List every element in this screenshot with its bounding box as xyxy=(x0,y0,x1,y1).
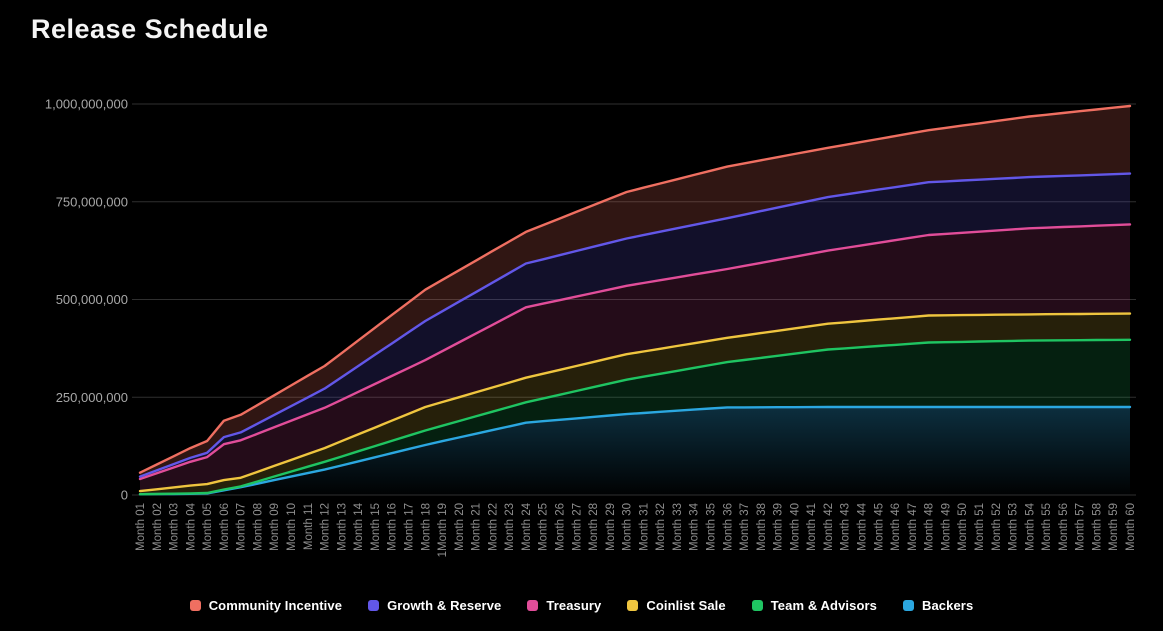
x-axis-tick-label: Month 24 xyxy=(521,502,533,551)
x-axis-tick-label: Month 10 xyxy=(286,503,298,551)
chart-legend: Community Incentive Growth & Reserve Treas… xyxy=(0,590,1163,620)
x-axis-tick-label: Month 31 xyxy=(638,503,650,551)
x-axis-tick-label: Month 37 xyxy=(739,503,751,551)
x-axis-tick-label: Month 06 xyxy=(219,503,231,551)
x-axis-tick-label: Month 57 xyxy=(1075,503,1087,551)
legend-label: Growth & Reserve xyxy=(387,597,502,613)
x-axis-tick-label: Month 21 xyxy=(471,503,483,551)
legend-label: Coinlist Sale xyxy=(646,597,726,613)
legend-item-treasury[interactable]: Treasury xyxy=(527,598,601,613)
series-area-community-incentive xyxy=(140,106,1130,477)
x-axis-tick-label: Month 26 xyxy=(554,503,566,551)
x-axis-tick-label: Month 32 xyxy=(655,503,667,551)
x-axis-tick-label: Month 38 xyxy=(756,503,768,551)
x-axis-tick-label: Month 44 xyxy=(857,502,869,551)
legend-item-community-incentive[interactable]: Community Incentive xyxy=(189,597,343,613)
series-line-coinlist-sale xyxy=(138,312,1132,493)
x-axis-tick-label: Month 04 xyxy=(185,502,197,551)
series-area-team-advisors xyxy=(140,339,1130,495)
y-axis-tick-label: 500,000,000 xyxy=(56,292,128,307)
chart-title: Release Schedule xyxy=(31,14,269,44)
legend-item-coinlist-sale[interactable]: Coinlist Sale xyxy=(627,597,726,613)
x-axis-tick-label: Month 35 xyxy=(706,503,718,551)
x-axis-tick-label: Month 12 xyxy=(320,503,332,551)
y-axis-tick-label: 1,000,000,000 xyxy=(45,97,128,112)
x-axis-tick-label: Month 20 xyxy=(454,503,466,551)
x-axis-tick-label: Month 27 xyxy=(571,503,583,551)
series-area-growth-reserve xyxy=(140,173,1130,479)
x-axis-tick-label: Month 47 xyxy=(907,503,919,551)
x-axis-tick-label: Month 58 xyxy=(1091,503,1103,551)
x-axis-tick-label: Month 23 xyxy=(504,503,516,551)
x-axis-tick-label: Month 51 xyxy=(974,503,986,551)
series-area-backers xyxy=(140,407,1130,495)
series-area-coinlist-sale xyxy=(140,313,1130,495)
x-axis-tick-label: Month 30 xyxy=(622,503,634,551)
x-axis-tick-label: Month 50 xyxy=(957,503,969,551)
x-axis-tick-label: Month 54 xyxy=(1024,502,1036,551)
x-axis-tick-label: Month 41 xyxy=(806,503,818,551)
legend-item-backers[interactable]: Backers xyxy=(902,597,974,613)
series-line-growth-reserve xyxy=(138,172,1132,478)
x-axis-tick-label: Month 05 xyxy=(202,503,214,551)
x-axis-tick-label: Month 08 xyxy=(252,503,264,551)
series-area-treasury xyxy=(140,224,1130,492)
x-axis-tick-label: Month 40 xyxy=(789,503,801,551)
x-axis-tick-label: Month 52 xyxy=(991,503,1003,551)
series-line-backers xyxy=(138,405,1132,496)
x-axis-tick-label: Month 43 xyxy=(840,503,852,551)
legend-swatch-community-incentive xyxy=(189,599,201,611)
legend-swatch-coinlist-sale xyxy=(627,599,639,611)
legend-swatch-backers xyxy=(902,599,914,611)
series-line-community-incentive xyxy=(138,104,1132,474)
series-line-treasury xyxy=(138,223,1132,481)
legend-item-growth-reserve[interactable]: Growth & Reserve xyxy=(368,598,501,613)
x-axis-tick-label: Month 60 xyxy=(1125,503,1137,551)
x-axis-tick-label: Month 29 xyxy=(605,503,617,551)
x-axis-tick-label: Month 03 xyxy=(169,503,181,551)
x-axis-tick-label: Month 02 xyxy=(152,503,164,551)
x-axis-tick-label: Month 13 xyxy=(336,503,348,551)
legend-swatch-growth-reserve xyxy=(368,599,380,611)
y-axis-tick-label: 0 xyxy=(121,488,128,503)
x-axis-tick-label: Month 18 xyxy=(420,503,432,551)
x-axis-tick-label: Month 48 xyxy=(924,503,936,551)
x-axis-tick-label: Month 42 xyxy=(823,503,835,551)
x-axis-tick-label: Month 07 xyxy=(236,503,248,551)
y-axis-tick-label: 250,000,000 xyxy=(56,390,128,405)
x-axis-tick-label: Month 17 xyxy=(403,503,415,551)
x-axis-tick-label: Month 39 xyxy=(773,503,785,551)
release-schedule-chart[interactable]: 0 250,000,000 500,000,000 750,000,000 1,000,… xyxy=(0,0,1163,590)
legend-item-team-advisors[interactable]: Team & Advisors xyxy=(751,597,877,613)
x-axis-tick-label: Month 14 xyxy=(353,502,365,551)
x-axis-tick-label: Month 25 xyxy=(538,503,550,551)
x-axis-tick-label: Month 55 xyxy=(1041,503,1053,551)
series-line-team-advisors xyxy=(138,338,1132,496)
legend-label: Treasury xyxy=(546,597,602,613)
x-axis-tick-label: Month 59 xyxy=(1108,503,1120,551)
x-axis-tick-label: Month 53 xyxy=(1008,503,1020,551)
x-axis-tick-label: Month 49 xyxy=(940,503,952,551)
x-axis-tick-label: Month 11 xyxy=(303,503,315,550)
x-axis-tick-label: Month 36 xyxy=(722,503,734,551)
legend-swatch-team-advisors xyxy=(751,599,763,611)
x-axis-tick-label: Month 28 xyxy=(588,503,600,551)
x-axis-tick-label: Month 01 xyxy=(135,503,147,551)
x-axis-tick-label: Month 46 xyxy=(890,503,902,551)
legend-label: Backers xyxy=(921,597,974,613)
x-axis-tick-label: Month 56 xyxy=(1058,503,1070,551)
legend-swatch-treasury xyxy=(527,599,539,611)
y-axis-tick-label: 750,000,000 xyxy=(56,194,128,209)
x-axis-tick-label: Month 22 xyxy=(487,503,499,551)
x-axis-tick-label: Month 34 xyxy=(689,502,701,551)
x-axis-tick-label: Month 45 xyxy=(873,503,885,551)
x-axis-tick-label: 1Month 19 xyxy=(437,503,449,557)
x-axis-tick-label: Month 16 xyxy=(387,503,399,551)
x-axis-tick-label: Month 33 xyxy=(672,503,684,551)
legend-label: Team & Advisors xyxy=(770,597,877,613)
x-axis-tick-label: Month 09 xyxy=(269,503,281,551)
legend-label: Community Incentive xyxy=(208,597,343,613)
x-axis-tick-label: Month 15 xyxy=(370,503,382,551)
